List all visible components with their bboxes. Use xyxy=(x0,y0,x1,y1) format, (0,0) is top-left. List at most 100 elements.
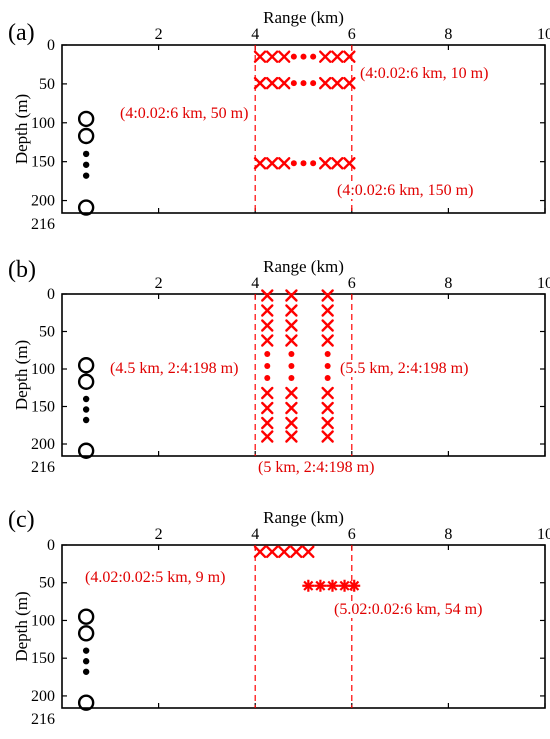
plot-frame xyxy=(61,44,546,214)
y-tick-label: 150 xyxy=(31,154,55,171)
source-x-marker xyxy=(261,289,274,302)
source-x-marker xyxy=(261,430,274,443)
annotation-background xyxy=(84,569,227,586)
source-x-marker xyxy=(290,545,303,558)
annotation-background xyxy=(339,360,470,377)
source-dot-marker xyxy=(300,160,307,167)
source-x-marker xyxy=(253,50,267,63)
receiver-dot xyxy=(82,406,90,413)
source-asterisk-marker xyxy=(314,579,327,592)
source-x-marker xyxy=(285,289,298,302)
source-x-marker xyxy=(265,50,279,63)
x-tick-label: 2 xyxy=(155,526,163,543)
y-axis-title: Depth (m) xyxy=(12,94,31,164)
source-x-marker xyxy=(253,76,267,90)
y-tick-label: 200 xyxy=(31,688,55,705)
source-x-marker xyxy=(285,401,298,415)
plot-frame xyxy=(61,293,546,457)
annotation-label: (5 km, 2:4:198 m) xyxy=(258,459,374,476)
source-x-marker xyxy=(321,319,334,332)
y-bottom-label: 216 xyxy=(31,216,55,233)
source-asterisk-marker xyxy=(302,579,315,592)
source-x-marker xyxy=(321,416,334,430)
y-tick-label: 100 xyxy=(31,361,55,378)
y-bottom-label: 216 xyxy=(31,459,55,476)
y-tick-label: 50 xyxy=(39,324,55,341)
source-dot-marker xyxy=(310,53,317,60)
x-tick-label: 8 xyxy=(444,526,452,543)
source-x-marker xyxy=(319,50,332,63)
source-dot-marker xyxy=(264,363,271,369)
source-x-marker xyxy=(253,157,267,170)
source-x-marker xyxy=(321,386,334,400)
panel-label: (b) xyxy=(8,257,36,283)
annotation-label: (4:0.02:6 km, 10 m) xyxy=(360,65,488,82)
receiver-circle xyxy=(77,199,95,216)
source-x-marker xyxy=(261,334,274,347)
source-x-marker xyxy=(331,50,344,63)
source-x-marker xyxy=(302,545,315,558)
source-x-marker xyxy=(285,319,298,332)
annotation-label: (5.5 km, 2:4:198 m) xyxy=(340,360,468,377)
source-x-marker xyxy=(285,334,298,347)
source-x-marker xyxy=(265,545,279,558)
source-x-marker xyxy=(331,157,344,170)
x-tick-label: 2 xyxy=(155,26,163,43)
x-tick-label: 10 xyxy=(537,26,550,43)
x-tick-label: 8 xyxy=(444,275,452,292)
source-x-marker xyxy=(285,386,298,400)
source-dot-marker xyxy=(300,80,307,87)
receiver-dot xyxy=(82,668,90,675)
x-tick-label: 10 xyxy=(537,275,550,292)
x-tick-label: 4 xyxy=(251,275,259,292)
y-axis-title: Depth (m) xyxy=(12,591,31,661)
panel-label: (c) xyxy=(8,507,35,533)
source-dot-marker xyxy=(264,351,271,357)
source-x-marker xyxy=(331,76,344,90)
source-x-marker xyxy=(261,319,274,332)
source-x-marker xyxy=(321,430,334,443)
source-x-marker xyxy=(277,76,291,90)
source-dot-marker xyxy=(290,53,297,60)
y-axis-title: Depth (m) xyxy=(12,340,31,410)
source-dot-marker xyxy=(300,53,307,60)
receiver-dot xyxy=(82,658,90,665)
source-x-marker xyxy=(285,304,298,317)
receiver-circle xyxy=(77,625,95,642)
receiver-circle xyxy=(77,608,95,625)
y-bottom-label: 216 xyxy=(31,711,55,728)
receiver-dot xyxy=(82,395,90,403)
source-x-marker xyxy=(261,416,274,430)
x-tick-label: 6 xyxy=(348,275,356,292)
y-tick-label: 50 xyxy=(39,575,55,592)
x-axis-title: Range (km) xyxy=(263,257,344,276)
plot-frame xyxy=(61,544,546,709)
annotation-background xyxy=(109,360,240,377)
source-asterisk-marker xyxy=(338,579,351,592)
x-tick-label: 10 xyxy=(537,526,550,543)
source-dot-marker xyxy=(310,160,317,167)
source-dot-marker xyxy=(288,351,295,357)
receiver-circle xyxy=(77,110,95,128)
x-axis-title: Range (km) xyxy=(263,508,344,527)
annotation-background xyxy=(257,459,376,476)
source-x-marker xyxy=(277,157,291,170)
source-dot-marker xyxy=(290,80,297,87)
receiver-dot xyxy=(82,161,90,168)
y-tick-label: 0 xyxy=(47,37,55,54)
annotation-background xyxy=(333,601,484,618)
source-dot-marker xyxy=(324,375,331,381)
source-x-marker xyxy=(343,157,356,170)
source-asterisk-marker xyxy=(348,579,361,592)
receiver-dot xyxy=(82,647,90,654)
x-tick-label: 6 xyxy=(348,26,356,43)
annotation-background xyxy=(119,105,250,122)
receiver-circle xyxy=(77,442,95,459)
source-x-marker xyxy=(265,76,279,90)
y-tick-label: 0 xyxy=(47,286,55,303)
source-x-marker xyxy=(261,386,274,400)
source-dot-marker xyxy=(324,351,331,357)
source-dot-marker xyxy=(264,375,271,381)
source-x-marker xyxy=(343,76,356,90)
